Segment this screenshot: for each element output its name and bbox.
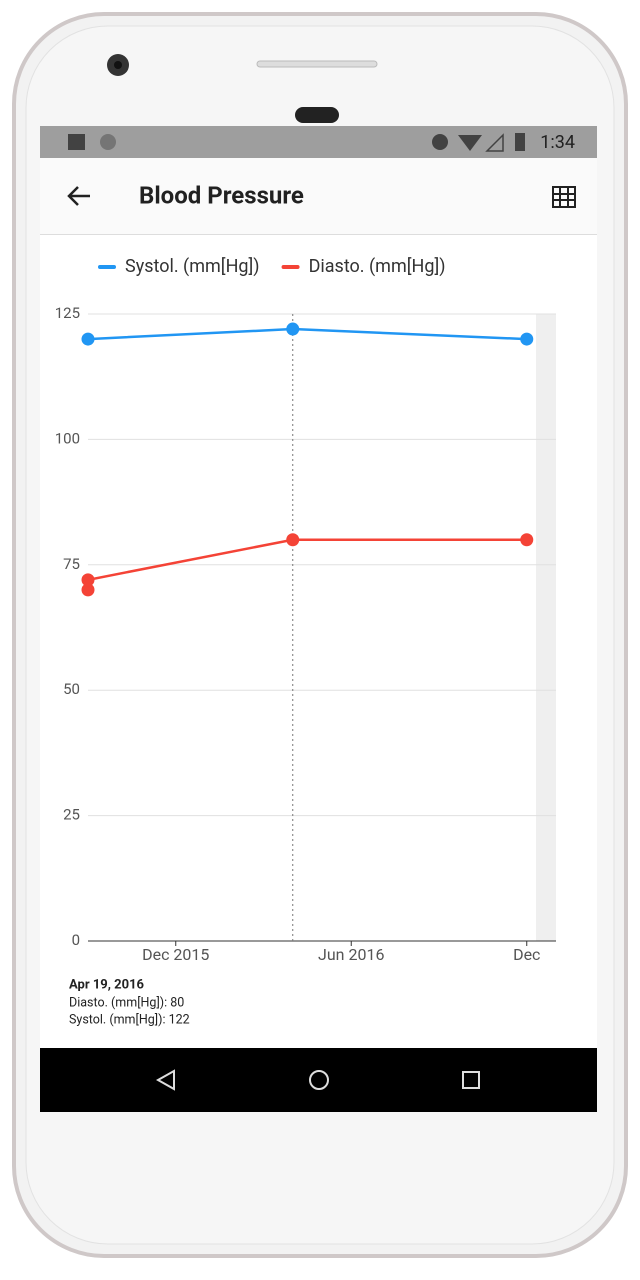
data-point [81, 332, 95, 346]
legend-label: Systol. (mm[Hg]) [125, 256, 260, 277]
data-point [81, 583, 95, 597]
data-point [286, 533, 300, 547]
nav-home[interactable] [309, 1070, 329, 1090]
y-tick-label: 125 [55, 304, 80, 322]
y-tick-label: 75 [63, 555, 80, 573]
tooltip-line: Diasto. (mm[Hg]): 80 [69, 995, 184, 1010]
app-title: Blood Pressure [139, 181, 304, 209]
data-point [520, 533, 534, 547]
screen [40, 126, 597, 1112]
nav-bar [40, 1048, 597, 1112]
dnd-icon [432, 134, 448, 150]
status-time: 1:34 [540, 132, 575, 153]
speaker [256, 60, 378, 68]
battery-icon [515, 133, 525, 151]
plot-edge-band [536, 314, 556, 941]
x-tick-label: Dec [513, 945, 540, 964]
nav-back[interactable] [155, 1069, 175, 1091]
tooltip-date: Apr 19, 2016 [69, 977, 145, 992]
x-tick-label: Dec 2015 [142, 945, 209, 964]
chart: Systol. (mm[Hg]) Diasto. (mm[Hg]) 0 25 50 75 1… [55, 256, 556, 1027]
signal-icon [485, 133, 504, 152]
nav-recents[interactable] [462, 1071, 480, 1089]
table-view-button[interactable] [552, 186, 576, 208]
sync-icon [100, 134, 116, 150]
y-tick-label: 100 [55, 429, 80, 447]
back-button[interactable] [67, 186, 90, 206]
data-point [286, 322, 300, 336]
status-bar [40, 126, 597, 158]
data-point [81, 573, 95, 587]
y-tick-label: 0 [72, 931, 80, 949]
legend-label: Diasto. (mm[Hg]) [309, 256, 446, 277]
y-tick-label: 50 [63, 680, 80, 698]
wifi-icon [458, 135, 482, 151]
camera-lens [114, 61, 122, 69]
image-icon [68, 134, 85, 150]
tooltip-line: Systol. (mm[Hg]): 122 [69, 1012, 190, 1027]
data-point [520, 332, 534, 346]
y-tick-label: 25 [63, 806, 80, 824]
app-bar [40, 158, 597, 234]
sensor [295, 107, 339, 123]
x-tick-label: Jun 2016 [318, 945, 384, 964]
